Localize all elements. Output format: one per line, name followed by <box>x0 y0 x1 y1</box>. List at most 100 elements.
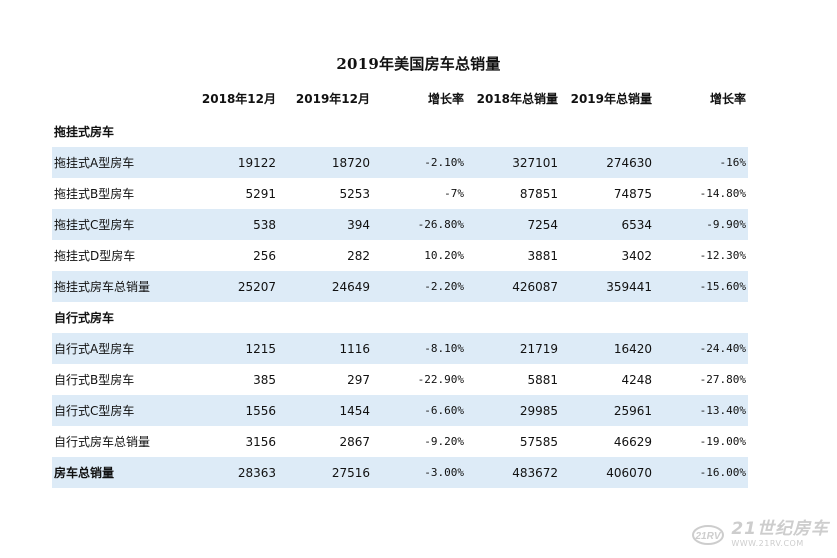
cell-value-2018-total: 426087 <box>466 271 560 302</box>
cell-value-2019-dec: 1116 <box>278 333 372 364</box>
table-row: 自行式A型房车 1215 1116 -8.10% 21719 16420 -24.40% <box>52 333 748 364</box>
cell-value-2019-dec: 24649 <box>278 271 372 302</box>
cell-value-2018-dec: 25207 <box>184 271 278 302</box>
table-row: 拖挂式房车总销量 25207 24649 -2.20% 426087 359441 -15.… <box>52 271 748 302</box>
cell-value-2019-total: 359441 <box>560 271 654 302</box>
cell-value-2018-total: 327101 <box>466 147 560 178</box>
table-row: 拖挂式房车 <box>52 116 748 147</box>
cell-value-2019-dec <box>278 116 372 147</box>
row-label: 拖挂式房车总销量 <box>52 271 184 302</box>
cell-value-2019-dec: 297 <box>347 372 370 387</box>
table-row: 拖挂式A型房车 19122 18720 -2.10% 327101 274630 -16% <box>52 147 748 178</box>
watermark: 21RV 21世纪房车 WWW.21RV.COM <box>691 521 829 548</box>
cell-value-2018-total: 57585 <box>519 434 558 449</box>
cell-value-2019-dec: 394 <box>278 209 372 240</box>
cell-value-2018-total: 87851 <box>519 186 558 201</box>
cell-growth-dec: -8.10% <box>372 333 466 364</box>
header-growth-dec: 增长率 <box>427 91 464 106</box>
watermark-url: WWW.21RV.COM <box>731 539 804 548</box>
cell-growth-total <box>654 302 748 333</box>
cell-growth-dec: -6.60% <box>372 395 466 426</box>
row-label: 拖挂式D型房车 <box>54 249 136 263</box>
header-2018-total: 2018年总销量 <box>476 91 558 106</box>
table-row: 自行式C型房车 1556 1454 -6.60% 29985 25961 -13.40% <box>52 395 748 426</box>
cell-growth-total: -12.30% <box>699 249 746 262</box>
cell-growth-total: -14.80% <box>699 187 746 200</box>
cell-value-2018-dec: 1215 <box>184 333 278 364</box>
cell-value-2019-total: 25961 <box>560 395 654 426</box>
cell-value-2019-dec: 1454 <box>278 395 372 426</box>
cell-value-2019-dec: 2867 <box>339 434 370 449</box>
cell-value-2019-dec <box>278 302 372 333</box>
cell-value-2018-total: 3881 <box>527 248 558 263</box>
cell-value-2019-total: 3402 <box>621 248 652 263</box>
cell-growth-total: -9.90% <box>654 209 748 240</box>
cell-value-2019-total: 274630 <box>560 147 654 178</box>
cell-value-2018-dec: 1556 <box>184 395 278 426</box>
cell-value-2018-dec: 28363 <box>184 457 278 488</box>
cell-growth-dec: -2.20% <box>372 271 466 302</box>
row-label: 自行式A型房车 <box>52 333 184 364</box>
cell-value-2019-total: 16420 <box>560 333 654 364</box>
table-row: 自行式B型房车 385 297 -22.90% 5881 4248 -27.80% <box>52 364 748 395</box>
row-label: 自行式B型房车 <box>54 373 135 387</box>
cell-growth-total: -16% <box>654 147 748 178</box>
cell-growth-total: -27.80% <box>699 373 746 386</box>
sales-table: 2018年12月 2019年12月 增长率 2018年总销量 2019年总销量 … <box>52 80 748 488</box>
cell-value-2018-total: 29985 <box>466 395 560 426</box>
cell-growth-dec: -26.80% <box>372 209 466 240</box>
cell-growth-dec <box>372 116 466 147</box>
header-2019-dec: 2019年12月 <box>295 91 370 106</box>
page-title: 2019年美国房车总销量 <box>336 55 501 73</box>
cell-growth-total: -15.60% <box>654 271 748 302</box>
table-header-row: 2018年12月 2019年12月 增长率 2018年总销量 2019年总销量 … <box>52 80 748 116</box>
cell-value-2019-dec: 282 <box>347 248 370 263</box>
cell-value-2018-dec: 256 <box>253 248 276 263</box>
cell-value-2018-dec: 3156 <box>245 434 276 449</box>
cell-value-2018-dec <box>184 302 278 333</box>
cell-growth-dec: -2.10% <box>372 147 466 178</box>
cell-value-2019-total: 74875 <box>613 186 652 201</box>
cell-growth-dec: -7% <box>444 187 464 200</box>
cell-growth-total: -24.40% <box>654 333 748 364</box>
cell-growth-total: -16.00% <box>654 457 748 488</box>
cell-value-2018-total <box>466 116 560 147</box>
row-label: 拖挂式B型房车 <box>54 187 135 201</box>
table-row: 拖挂式D型房车 256 282 10.20% 3881 3402 -12.30% <box>52 240 748 271</box>
watermark-brand: 21世纪房车 <box>731 519 829 539</box>
cell-growth-total: -13.40% <box>654 395 748 426</box>
cell-value-2019-dec: 18720 <box>278 147 372 178</box>
row-label: 拖挂式A型房车 <box>52 147 184 178</box>
cell-value-2018-dec: 538 <box>184 209 278 240</box>
row-label: 拖挂式C型房车 <box>52 209 184 240</box>
brand-logo-icon: 21RV <box>692 524 725 545</box>
cell-value-2019-total <box>560 116 654 147</box>
row-label: 自行式C型房车 <box>52 395 184 426</box>
table-row: 拖挂式B型房车 5291 5253 -7% 87851 74875 -14.80% <box>52 178 748 209</box>
cell-value-2019-total <box>560 302 654 333</box>
cell-value-2018-total: 483672 <box>466 457 560 488</box>
header-2018-dec: 2018年12月 <box>201 91 276 106</box>
cell-value-2019-dec: 27516 <box>278 457 372 488</box>
table-row: 房车总销量 28363 27516 -3.00% 483672 406070 -16.00% <box>52 457 748 488</box>
header-growth-total: 增长率 <box>709 91 746 106</box>
cell-growth-dec: -9.20% <box>424 435 464 448</box>
row-label: 自行式房车总销量 <box>54 435 151 449</box>
cell-value-2018-dec: 19122 <box>184 147 278 178</box>
table-body: 拖挂式房车拖挂式A型房车 19122 18720 -2.10% 327101 274630… <box>52 116 748 488</box>
cell-value-2019-total: 4248 <box>621 372 652 387</box>
row-label: 拖挂式房车 <box>54 125 115 139</box>
table-row: 自行式房车 <box>52 302 748 333</box>
table-row: 拖挂式C型房车 538 394 -26.80% 7254 6534 -9.90% <box>52 209 748 240</box>
cell-growth-total: -19.00% <box>699 435 746 448</box>
table-row: 自行式房车总销量 3156 2867 -9.20% 57585 46629 -19.00% <box>52 426 748 457</box>
cell-value-2018-total: 21719 <box>466 333 560 364</box>
cell-value-2018-dec <box>184 116 278 147</box>
cell-value-2018-dec: 5291 <box>245 186 276 201</box>
cell-growth-dec: 10.20% <box>424 249 464 262</box>
header-label-col <box>52 80 184 116</box>
cell-value-2019-total: 406070 <box>560 457 654 488</box>
row-label: 房车总销量 <box>52 457 184 488</box>
logo-text: 21RV <box>695 531 722 542</box>
cell-value-2018-total <box>466 302 560 333</box>
